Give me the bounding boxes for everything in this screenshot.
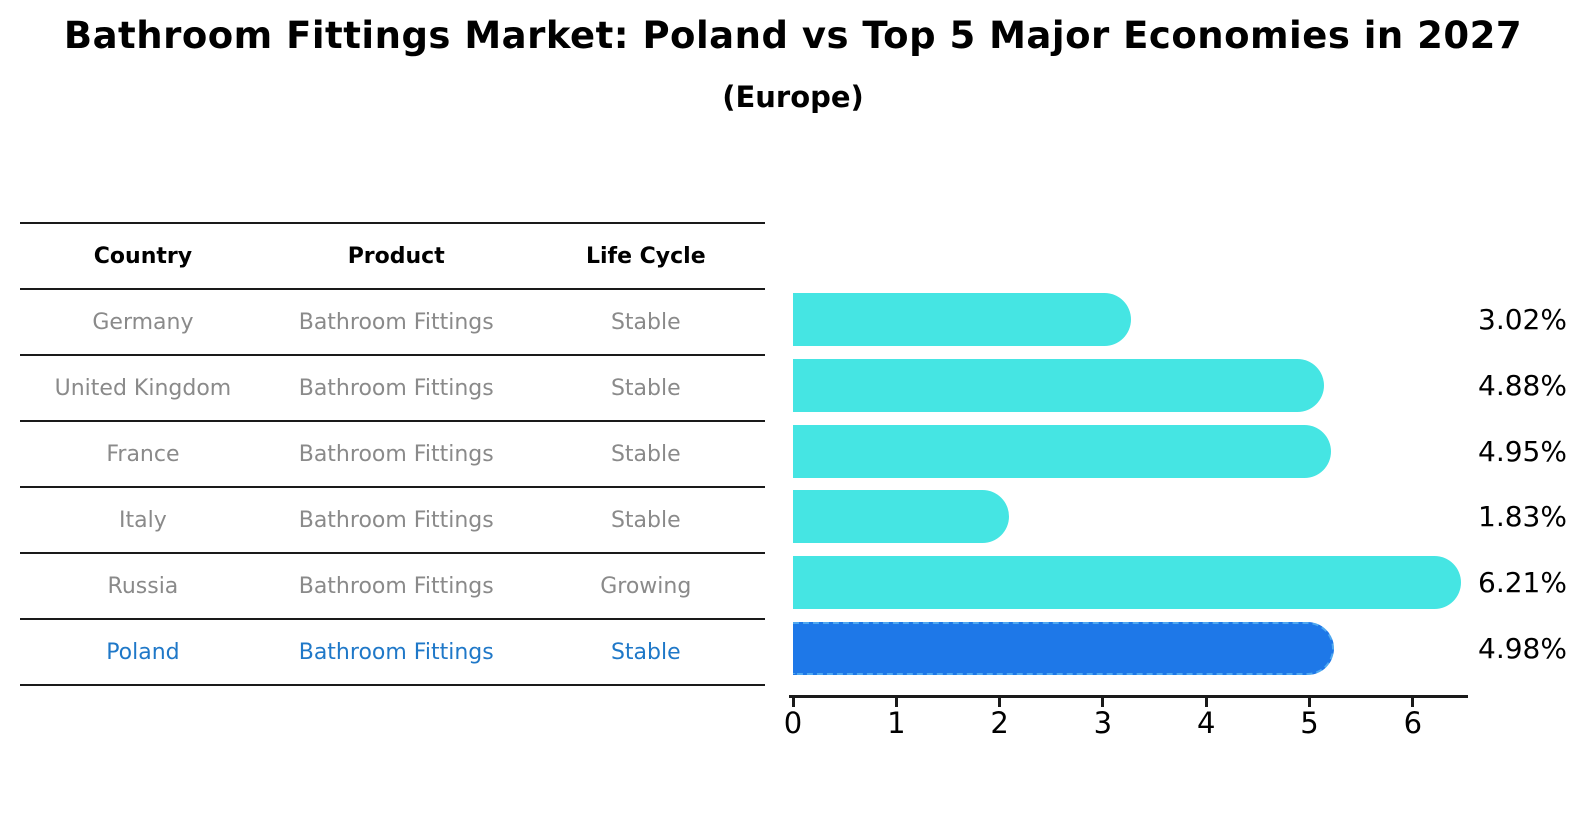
life-cycle-cell: Growing — [600, 573, 692, 599]
value-label-italy: 1.83% — [1478, 500, 1567, 534]
x-axis-line — [789, 695, 1468, 698]
bar-plot-area — [793, 293, 1469, 679]
country-cell: Germany — [92, 309, 194, 335]
country-table: Country Product Life Cycle Germany Bathr… — [20, 222, 765, 686]
life-cycle-cell: Stable — [610, 441, 681, 467]
product-cell: Bathroom Fittings — [298, 441, 494, 467]
column-header-product: Product — [347, 243, 445, 269]
table-header-row: Country Product Life Cycle — [20, 224, 765, 290]
x-axis-tick — [791, 697, 795, 707]
bar-italy — [793, 490, 1009, 544]
value-label-france: 4.95% — [1478, 434, 1567, 468]
chart-title: Bathroom Fittings Market: Poland vs Top … — [63, 14, 1523, 57]
table-row-poland: Poland Bathroom Fittings Stable — [20, 620, 765, 686]
country-cell: Italy — [119, 507, 167, 533]
product-cell: Bathroom Fittings — [298, 573, 494, 599]
x-axis-tick-label: 0 — [783, 706, 803, 740]
table-row-united-kingdom: United Kingdom Bathroom Fittings Stable — [20, 356, 765, 422]
life-cycle-cell: Stable — [610, 507, 681, 533]
country-cell: Russia — [107, 573, 179, 599]
product-cell: Bathroom Fittings — [298, 639, 494, 665]
table-row-france: France Bathroom Fittings Stable — [20, 422, 765, 488]
country-cell: United Kingdom — [54, 375, 232, 401]
chart-subtitle: (Europe) — [722, 80, 864, 114]
x-axis-tick-label: 5 — [1300, 706, 1319, 740]
country-cell: France — [106, 441, 180, 467]
column-header-country: Country — [93, 243, 193, 269]
x-axis-tick-label: 1 — [887, 706, 906, 740]
x-axis-tick-label: 2 — [990, 706, 1009, 740]
product-cell: Bathroom Fittings — [298, 309, 494, 335]
x-axis-tick-label: 4 — [1196, 706, 1216, 740]
country-cell: Poland — [106, 639, 180, 665]
x-axis-tick — [1204, 697, 1208, 707]
bar-united-kingdom — [793, 358, 1324, 412]
column-header-life-cycle: Life Cycle — [585, 243, 706, 269]
value-label-poland: 4.98% — [1478, 632, 1567, 665]
value-label-russia: 6.21% — [1478, 566, 1567, 600]
value-label-germany: 3.02% — [1478, 303, 1567, 336]
x-axis-tick — [998, 697, 1002, 707]
product-cell: Bathroom Fittings — [298, 375, 494, 401]
bar-germany — [793, 293, 1132, 346]
x-axis-tick-label: 3 — [1093, 706, 1113, 740]
table-row-russia: Russia Bathroom Fittings Growing — [20, 554, 765, 620]
life-cycle-cell: Stable — [610, 639, 681, 665]
x-axis-tick — [1411, 697, 1415, 707]
x-axis-tick — [1308, 697, 1311, 707]
life-cycle-cell: Stable — [610, 309, 681, 335]
bar-poland — [793, 622, 1334, 675]
bar-russia — [793, 556, 1461, 610]
x-axis-tick-label: 6 — [1403, 706, 1423, 740]
x-axis-tick — [894, 697, 898, 707]
x-axis-tick — [1101, 697, 1105, 707]
bar-france — [793, 424, 1331, 478]
product-cell: Bathroom Fittings — [298, 507, 494, 533]
table-row-germany: Germany Bathroom Fittings Stable — [20, 290, 765, 356]
value-label-united-kingdom: 4.88% — [1478, 368, 1567, 402]
life-cycle-cell: Stable — [610, 375, 681, 401]
table-row-italy: Italy Bathroom Fittings Stable — [20, 488, 765, 554]
